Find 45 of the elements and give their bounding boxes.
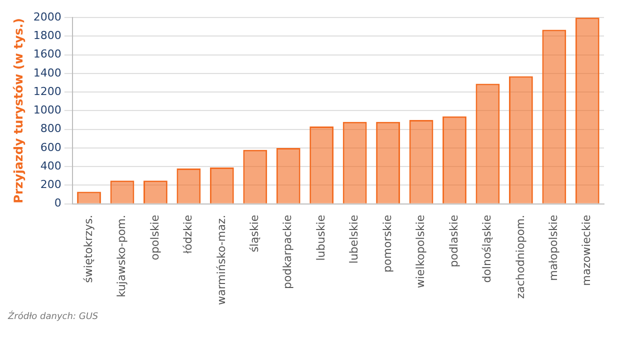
x-tick-label: łódzkie: [182, 214, 195, 254]
x-tick-label: podlaskie: [447, 214, 460, 268]
y-tick-label: 1800: [33, 29, 62, 42]
y-tick-label: 800: [40, 122, 62, 136]
y-tick-label: 600: [40, 140, 62, 154]
bar: [508, 76, 533, 204]
x-tick-label: warmińsko-maz.: [214, 214, 228, 306]
x-tick-label: opolskie: [148, 214, 162, 260]
x-tick-label: świętokrzys.: [82, 214, 95, 283]
x-tick-label: podkarpackie: [281, 214, 294, 289]
x-tick-label: śląskie: [248, 214, 261, 252]
bar: [575, 18, 600, 204]
x-tick-label: dolnośląskie: [480, 214, 494, 283]
bar: [376, 122, 400, 204]
x-tick-label: pomorskie: [380, 214, 394, 272]
x-tick-label: kujawsko-pom.: [115, 214, 128, 298]
x-tick-label: lubelskie: [348, 214, 361, 264]
x-tick-label: wielkopolskie: [414, 214, 428, 288]
bar: [542, 30, 566, 204]
x-tick-label: lubuskie: [314, 214, 328, 261]
x-tick-label: zachodniopom.: [514, 214, 527, 299]
y-tick-label: 200: [40, 178, 62, 192]
x-tick-label: mazowieckie: [580, 214, 594, 286]
text: Źródło danych: GUS: [8, 312, 100, 322]
y-tick-label: 1000: [33, 104, 62, 117]
bar: [143, 180, 168, 204]
bar: [210, 168, 234, 204]
bar: [176, 168, 201, 204]
bar: [342, 122, 367, 204]
y-tick-label: 2000: [33, 10, 62, 24]
bar: [77, 192, 101, 204]
bar: [276, 148, 300, 204]
bar: [310, 126, 334, 204]
bar: [243, 150, 268, 204]
y-axis-title: Przyjazdy turystów (w tys.): [11, 18, 26, 204]
bar: [110, 180, 134, 204]
y-tick-label: 1400: [33, 66, 62, 80]
y-tick-label: 0: [54, 196, 62, 210]
y-tick-label: 1600: [33, 48, 62, 61]
bar: [442, 116, 466, 204]
bar: [476, 84, 500, 204]
y-tick-label: 400: [40, 159, 62, 172]
y-tick-label: 1200: [33, 84, 62, 98]
x-tick-label: małopolskie: [547, 214, 560, 281]
bar: [409, 120, 434, 204]
